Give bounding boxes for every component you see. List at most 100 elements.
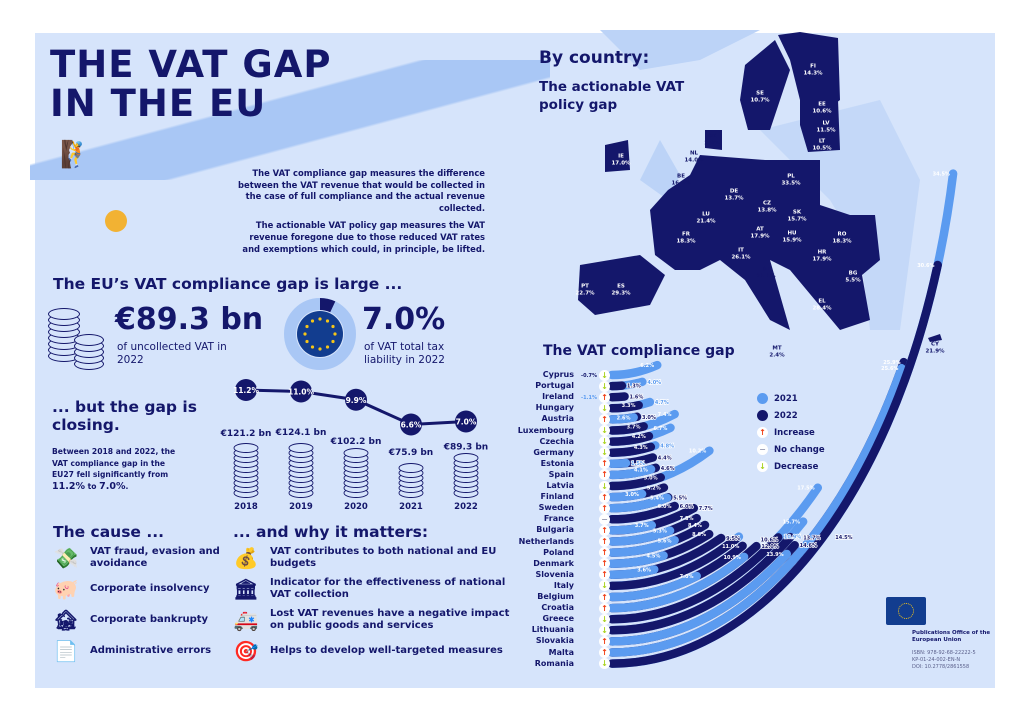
country-code: RO bbox=[837, 231, 847, 238]
country-name: Hungary bbox=[535, 403, 574, 413]
arc-2022 bbox=[607, 533, 783, 624]
trend-decrease-icon: ↓ bbox=[599, 613, 610, 625]
trend-point-label: 9.9% bbox=[346, 396, 367, 405]
coin bbox=[288, 443, 314, 453]
policy-gap-value: 16.6% bbox=[671, 180, 691, 186]
eu-star bbox=[325, 319, 330, 323]
dash-icon: − bbox=[757, 444, 768, 455]
arc-value-label: 6.7% bbox=[653, 426, 667, 432]
eu-star bbox=[333, 332, 337, 336]
arc-2021 bbox=[607, 363, 906, 657]
map-label-si: SI 21.1% bbox=[756, 267, 775, 280]
arc-value-label: 5.2% bbox=[647, 486, 661, 492]
arc-value-label: 3.7% bbox=[627, 424, 641, 430]
policy-gap-value: 26.1% bbox=[731, 254, 751, 260]
policy-gap-value: 21.4% bbox=[696, 218, 716, 224]
arc-value-label: 11.0% bbox=[722, 544, 739, 550]
map-label-ee: EE 10.6% bbox=[812, 102, 831, 115]
arc-value-label: 3.7% bbox=[635, 523, 649, 529]
country-code: BE bbox=[677, 173, 685, 180]
arc-value-label: 15.7% bbox=[783, 520, 800, 526]
arc-2021 bbox=[607, 493, 672, 513]
trend-decrease-icon: ↓ bbox=[599, 425, 610, 436]
map-label-at: AT 17.9% bbox=[750, 227, 769, 240]
trend-increase-icon: ↑ bbox=[599, 502, 610, 514]
country-name: Ireland bbox=[542, 392, 574, 402]
legend-decrease: ↓ Decrease bbox=[757, 458, 825, 475]
arc-2021 bbox=[607, 458, 631, 469]
country-name: Cyprus bbox=[542, 370, 574, 379]
country-name: France bbox=[543, 514, 574, 524]
intro-text: The VAT compliance gap measures the diff… bbox=[230, 168, 485, 261]
country-code: HU bbox=[787, 230, 797, 237]
map-label-fr: FR 18.3% bbox=[676, 232, 695, 245]
year-label: 2021 bbox=[399, 502, 423, 512]
country-code: ES bbox=[617, 283, 625, 290]
eu-star bbox=[331, 339, 335, 344]
legend-swatch-2022 bbox=[757, 410, 768, 421]
arc-2022 bbox=[607, 400, 643, 413]
arc-value-label: 30.6% bbox=[917, 263, 934, 269]
matters-heading: ... and why it matters: bbox=[233, 523, 429, 541]
arc-2021 bbox=[607, 526, 675, 546]
arc-value-label: 4.7% bbox=[655, 400, 669, 406]
country-name: Czechia bbox=[539, 436, 574, 446]
money-warning-icon: 💸 bbox=[53, 545, 79, 570]
trend-decrease-icon: ↓ bbox=[599, 480, 610, 492]
arc-value-label: 12.0% bbox=[761, 544, 778, 550]
map-label-be: BE 16.6% bbox=[671, 174, 690, 187]
country-name: Belgium bbox=[537, 592, 574, 601]
arrow-up-icon: ↑ bbox=[757, 427, 768, 438]
legend-label: Decrease bbox=[774, 461, 819, 472]
country-code: FI bbox=[810, 63, 816, 70]
arc-value-label: 5.3% bbox=[653, 529, 667, 535]
amount-label: €124.1 bn bbox=[275, 428, 327, 438]
trend-increase-icon: ↑ bbox=[599, 647, 610, 658]
policy-gap-value: 17.0% bbox=[611, 160, 631, 166]
map-label-bg: BG 5.5% bbox=[845, 271, 860, 284]
eu-star bbox=[305, 339, 309, 344]
broken-piggy-bank-icon: 🐖 bbox=[53, 576, 79, 601]
country-code: DK bbox=[707, 133, 717, 140]
policy-gap-value: 14.0% bbox=[684, 157, 704, 163]
legend-2022: 2022 bbox=[757, 407, 825, 424]
arc-2021 bbox=[607, 565, 659, 580]
legend-label: 2022 bbox=[774, 410, 798, 421]
trend-decrease-icon: ↓ bbox=[599, 436, 610, 448]
country-code: SK bbox=[792, 209, 802, 216]
eu-star bbox=[318, 347, 322, 351]
arc-2021 bbox=[607, 413, 638, 424]
arc-value-label: 13.7% bbox=[803, 535, 820, 541]
eu-star bbox=[303, 332, 307, 336]
country-code: IT bbox=[738, 247, 744, 254]
year-label: 2019 bbox=[289, 502, 313, 512]
money-bag-icon: 💰 bbox=[233, 545, 259, 570]
list-item-label: Administrative errors bbox=[90, 644, 212, 656]
map-label-dk: DK 2.8% bbox=[704, 134, 719, 147]
arc-value-label: 4.8% bbox=[660, 443, 674, 449]
policy-gap-value: 10.7% bbox=[750, 97, 770, 103]
trend-point bbox=[345, 388, 367, 411]
document-warning-icon: 📄 bbox=[53, 638, 79, 663]
trend-decrease-icon: ↓ bbox=[599, 447, 610, 459]
policy-gap-value: 21.1% bbox=[756, 273, 776, 279]
country-code: SE bbox=[756, 90, 764, 97]
map-label-lu: LU 21.4% bbox=[696, 212, 715, 225]
arc-value-label: 7.0% bbox=[680, 574, 694, 580]
country-name: Netherlands bbox=[518, 536, 574, 546]
list-item: 📄 Administrative errors bbox=[50, 635, 230, 666]
matters-list: 💰 VAT contributes to both national and EU… bbox=[230, 542, 520, 666]
year-label: 2020 bbox=[344, 502, 368, 512]
country-code: SI bbox=[762, 266, 769, 273]
list-item-label: Indicator for the effectiveness of natio… bbox=[270, 576, 506, 600]
policy-gap-definition: The actionable VAT policy gap measures t… bbox=[242, 220, 485, 254]
arc-value-label: 10.9% bbox=[724, 555, 741, 561]
arc-2021 bbox=[607, 489, 647, 502]
arc-value-label: 6.2% bbox=[640, 363, 654, 369]
negative-value-label: -1.1% bbox=[581, 395, 597, 401]
arc-value-label: 10.6% bbox=[761, 537, 778, 543]
policy-gap-value: 10.6% bbox=[812, 108, 832, 114]
trend-point bbox=[400, 413, 422, 436]
by-country-heading: By country: bbox=[539, 48, 650, 68]
trend-decrease-icon: ↓ bbox=[599, 580, 610, 592]
